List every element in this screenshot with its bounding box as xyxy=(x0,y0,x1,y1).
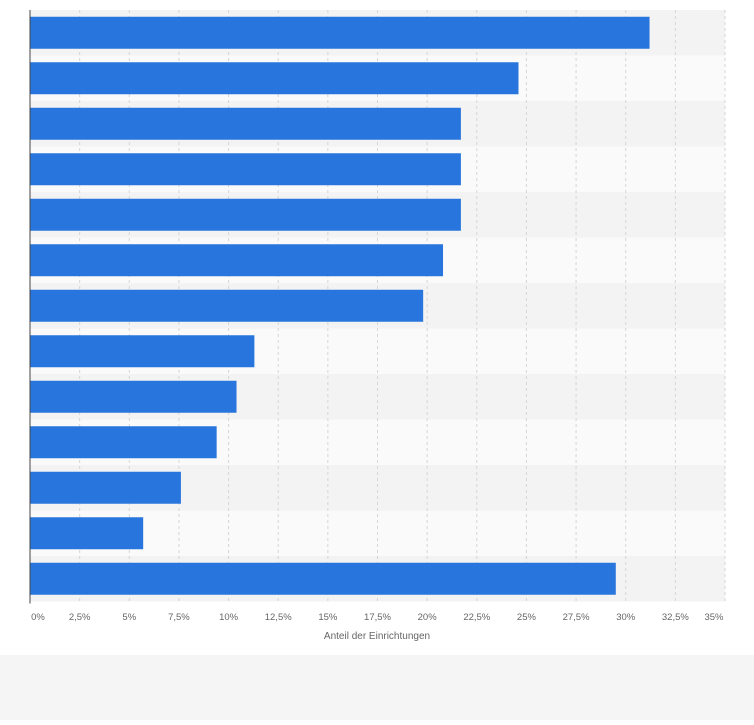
bar[interactable] xyxy=(30,335,255,368)
x-tick-label: 15% xyxy=(318,612,338,623)
x-tick-label: 32,5% xyxy=(662,612,689,623)
x-tick-label: 20% xyxy=(418,612,438,623)
x-tick-label: 17,5% xyxy=(364,612,391,623)
x-tick-labels: 0% 2,5% 5% 7,5% 10% 12,5% 15% 17,5% 20% 22,5% 25% 2… xyxy=(31,612,724,623)
bar[interactable] xyxy=(30,380,237,413)
bar[interactable] xyxy=(30,62,519,95)
bar[interactable] xyxy=(30,244,444,277)
bars xyxy=(30,16,650,595)
x-tick-label: 27,5% xyxy=(563,612,590,623)
bar[interactable] xyxy=(30,471,181,504)
bar[interactable] xyxy=(30,153,461,186)
x-tick-label: 25% xyxy=(517,612,537,623)
bar[interactable] xyxy=(30,107,461,140)
x-tick-label: 5% xyxy=(122,612,136,623)
x-tick-label: 22,5% xyxy=(463,612,490,623)
x-tick-label: 7,5% xyxy=(168,612,190,623)
x-tick-label: 35% xyxy=(704,612,724,623)
bar[interactable] xyxy=(30,517,144,550)
bar[interactable] xyxy=(30,198,461,231)
x-tick-label: 30% xyxy=(616,612,636,623)
x-tick-label: 10% xyxy=(219,612,239,623)
x-tick-label: 12,5% xyxy=(265,612,292,623)
bar[interactable] xyxy=(30,289,424,322)
x-axis-label: Anteil der Einrichtungen xyxy=(324,631,430,642)
bar[interactable] xyxy=(30,426,217,459)
bar[interactable] xyxy=(30,562,616,595)
x-tick-label: 0% xyxy=(31,612,45,623)
x-tick-label: 2,5% xyxy=(69,612,91,623)
footer-background xyxy=(0,655,754,720)
bar[interactable] xyxy=(30,16,650,49)
